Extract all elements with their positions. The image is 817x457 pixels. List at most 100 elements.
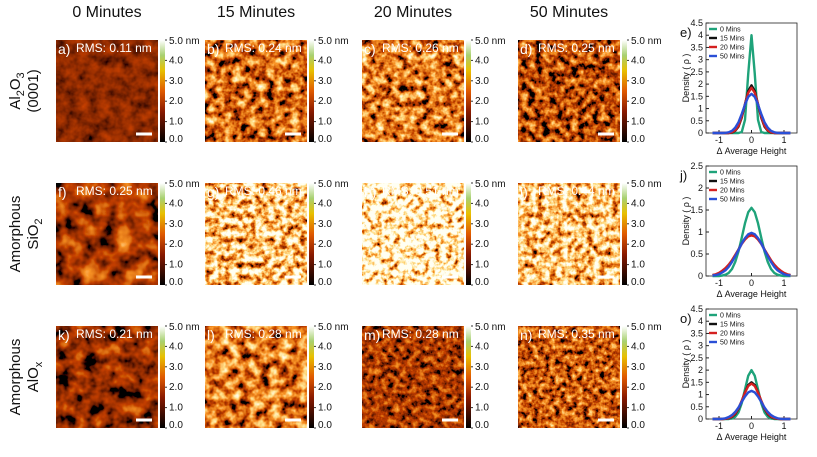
colorbar-label: 5.0 nm xyxy=(475,322,506,333)
x-axis-label: Δ Average Height xyxy=(717,289,787,299)
label-text: (0001) xyxy=(25,69,42,112)
colorbar xyxy=(160,183,165,285)
colorbar-label: 1.0 xyxy=(169,117,183,128)
y-tick-label: 4 xyxy=(698,30,703,40)
y-tick-label: 1 xyxy=(698,227,703,237)
legend-label: 50 Mins xyxy=(720,54,745,61)
x-tick-label: 1 xyxy=(781,135,786,145)
colorbar-label: 2.0 xyxy=(169,239,183,250)
x-tick-label: 0 xyxy=(749,278,754,288)
colorbar xyxy=(466,40,471,142)
afm-texture xyxy=(205,183,307,285)
label-text: Amorphous xyxy=(7,339,24,416)
density-line xyxy=(712,206,791,278)
label-subscript: 3 xyxy=(15,72,27,78)
density-line xyxy=(712,381,791,421)
colorbar-label: 3.0 xyxy=(631,362,645,373)
x-tick-label: -1 xyxy=(715,421,723,431)
legend-label: 0 Mins xyxy=(720,27,741,34)
colorbar-label: 2.0 xyxy=(169,96,183,107)
afm-texture xyxy=(362,40,464,142)
afm-texture xyxy=(56,40,158,142)
colorbar-label: 1.0 xyxy=(475,260,489,271)
x-tick-label: 1 xyxy=(781,421,786,431)
label-subscript: 2 xyxy=(15,90,27,96)
colorbar-label: 4.0 xyxy=(631,55,645,66)
x-tick-label: 0 xyxy=(749,135,754,145)
colorbar-label: 0.0 xyxy=(631,277,645,288)
legend-label: 15 Mins xyxy=(720,36,745,43)
legend-label: 50 Mins xyxy=(720,340,745,347)
colorbar-label: 0.0 xyxy=(318,420,332,431)
panel-label: d) xyxy=(520,41,532,57)
colorbar-label: 5.0 nm xyxy=(631,179,662,190)
label-subscript: x xyxy=(33,361,45,367)
colorbar-label: 3.0 xyxy=(318,219,332,230)
colorbar-label: 4.0 xyxy=(169,198,183,209)
afm-texture xyxy=(56,326,158,428)
legend-label: 0 Mins xyxy=(720,313,741,320)
colorbar-label: 5.0 nm xyxy=(169,36,200,47)
y-tick-label: 2.5 xyxy=(690,161,703,171)
colorbar-label: 2.0 xyxy=(475,96,489,107)
colorbar-label: 1.0 xyxy=(475,403,489,414)
colorbar-label: 3.0 xyxy=(631,76,645,87)
colorbar-label: 0.0 xyxy=(318,277,332,288)
colorbar-label: 4.0 xyxy=(631,198,645,209)
y-tick-label: 3.5 xyxy=(690,42,703,52)
colorbar-label: 2.0 xyxy=(631,239,645,250)
colorbar-label: 4.0 xyxy=(318,341,332,352)
x-axis-label: Δ Average Height xyxy=(717,432,787,442)
colorbar-label: 3.0 xyxy=(318,362,332,373)
colorbar-label: 2.0 xyxy=(318,382,332,393)
colorbar-label: 2.0 xyxy=(631,382,645,393)
y-tick-label: 0 xyxy=(698,128,703,138)
colorbar-label: 2.0 xyxy=(318,96,332,107)
column-heading: 0 Minutes xyxy=(72,4,141,21)
colorbar-label: 3.0 xyxy=(475,76,489,87)
panel-label: n) xyxy=(520,327,532,343)
colorbar-label: 4.0 xyxy=(475,55,489,66)
x-axis-label: Δ Average Height xyxy=(717,146,787,156)
panel-label: h) xyxy=(364,184,376,200)
colorbar-label: 1.0 xyxy=(169,403,183,414)
rms-label: RMS: 0.44 nm xyxy=(538,184,615,198)
y-tick-label: 1.5 xyxy=(690,377,703,387)
colorbar xyxy=(309,326,314,428)
rms-label: RMS: 0.24 nm xyxy=(225,41,302,55)
colorbar-label: 0.0 xyxy=(475,277,489,288)
colorbar xyxy=(160,326,165,428)
panel-label: g) xyxy=(207,184,219,200)
colorbar xyxy=(309,40,314,142)
rms-label: RMS: 0.28 nm xyxy=(225,327,302,341)
legend-label: 0 Mins xyxy=(720,170,741,177)
y-tick-label: 0.5 xyxy=(690,249,703,259)
colorbar-label: 3.0 xyxy=(169,219,183,230)
y-tick-label: 4.5 xyxy=(690,18,703,28)
y-tick-label: 1 xyxy=(698,104,703,114)
density-line xyxy=(712,92,791,135)
density-line xyxy=(712,231,791,277)
colorbar-label: 2.0 xyxy=(631,96,645,107)
afm-texture xyxy=(205,326,307,428)
legend-label: 15 Mins xyxy=(720,179,745,186)
colorbar-label: 1.0 xyxy=(318,403,332,414)
panel-label: l) xyxy=(207,327,215,343)
x-tick-label: 0 xyxy=(749,421,754,431)
panel-label: m) xyxy=(364,327,380,343)
legend-label: 15 Mins xyxy=(720,322,745,329)
colorbar xyxy=(622,326,627,428)
y-tick-label: 3 xyxy=(698,55,703,65)
legend-label: 20 Mins xyxy=(720,45,745,52)
afm-texture xyxy=(362,183,464,285)
y-tick-label: 0.5 xyxy=(690,402,703,412)
colorbar xyxy=(466,183,471,285)
colorbar xyxy=(160,40,165,142)
colorbar xyxy=(622,183,627,285)
panel-label: f) xyxy=(58,184,67,200)
panel-label: b) xyxy=(207,41,219,57)
label-text: O xyxy=(7,78,24,90)
colorbar-label: 1.0 xyxy=(475,117,489,128)
colorbar-label: 0.0 xyxy=(318,134,332,145)
